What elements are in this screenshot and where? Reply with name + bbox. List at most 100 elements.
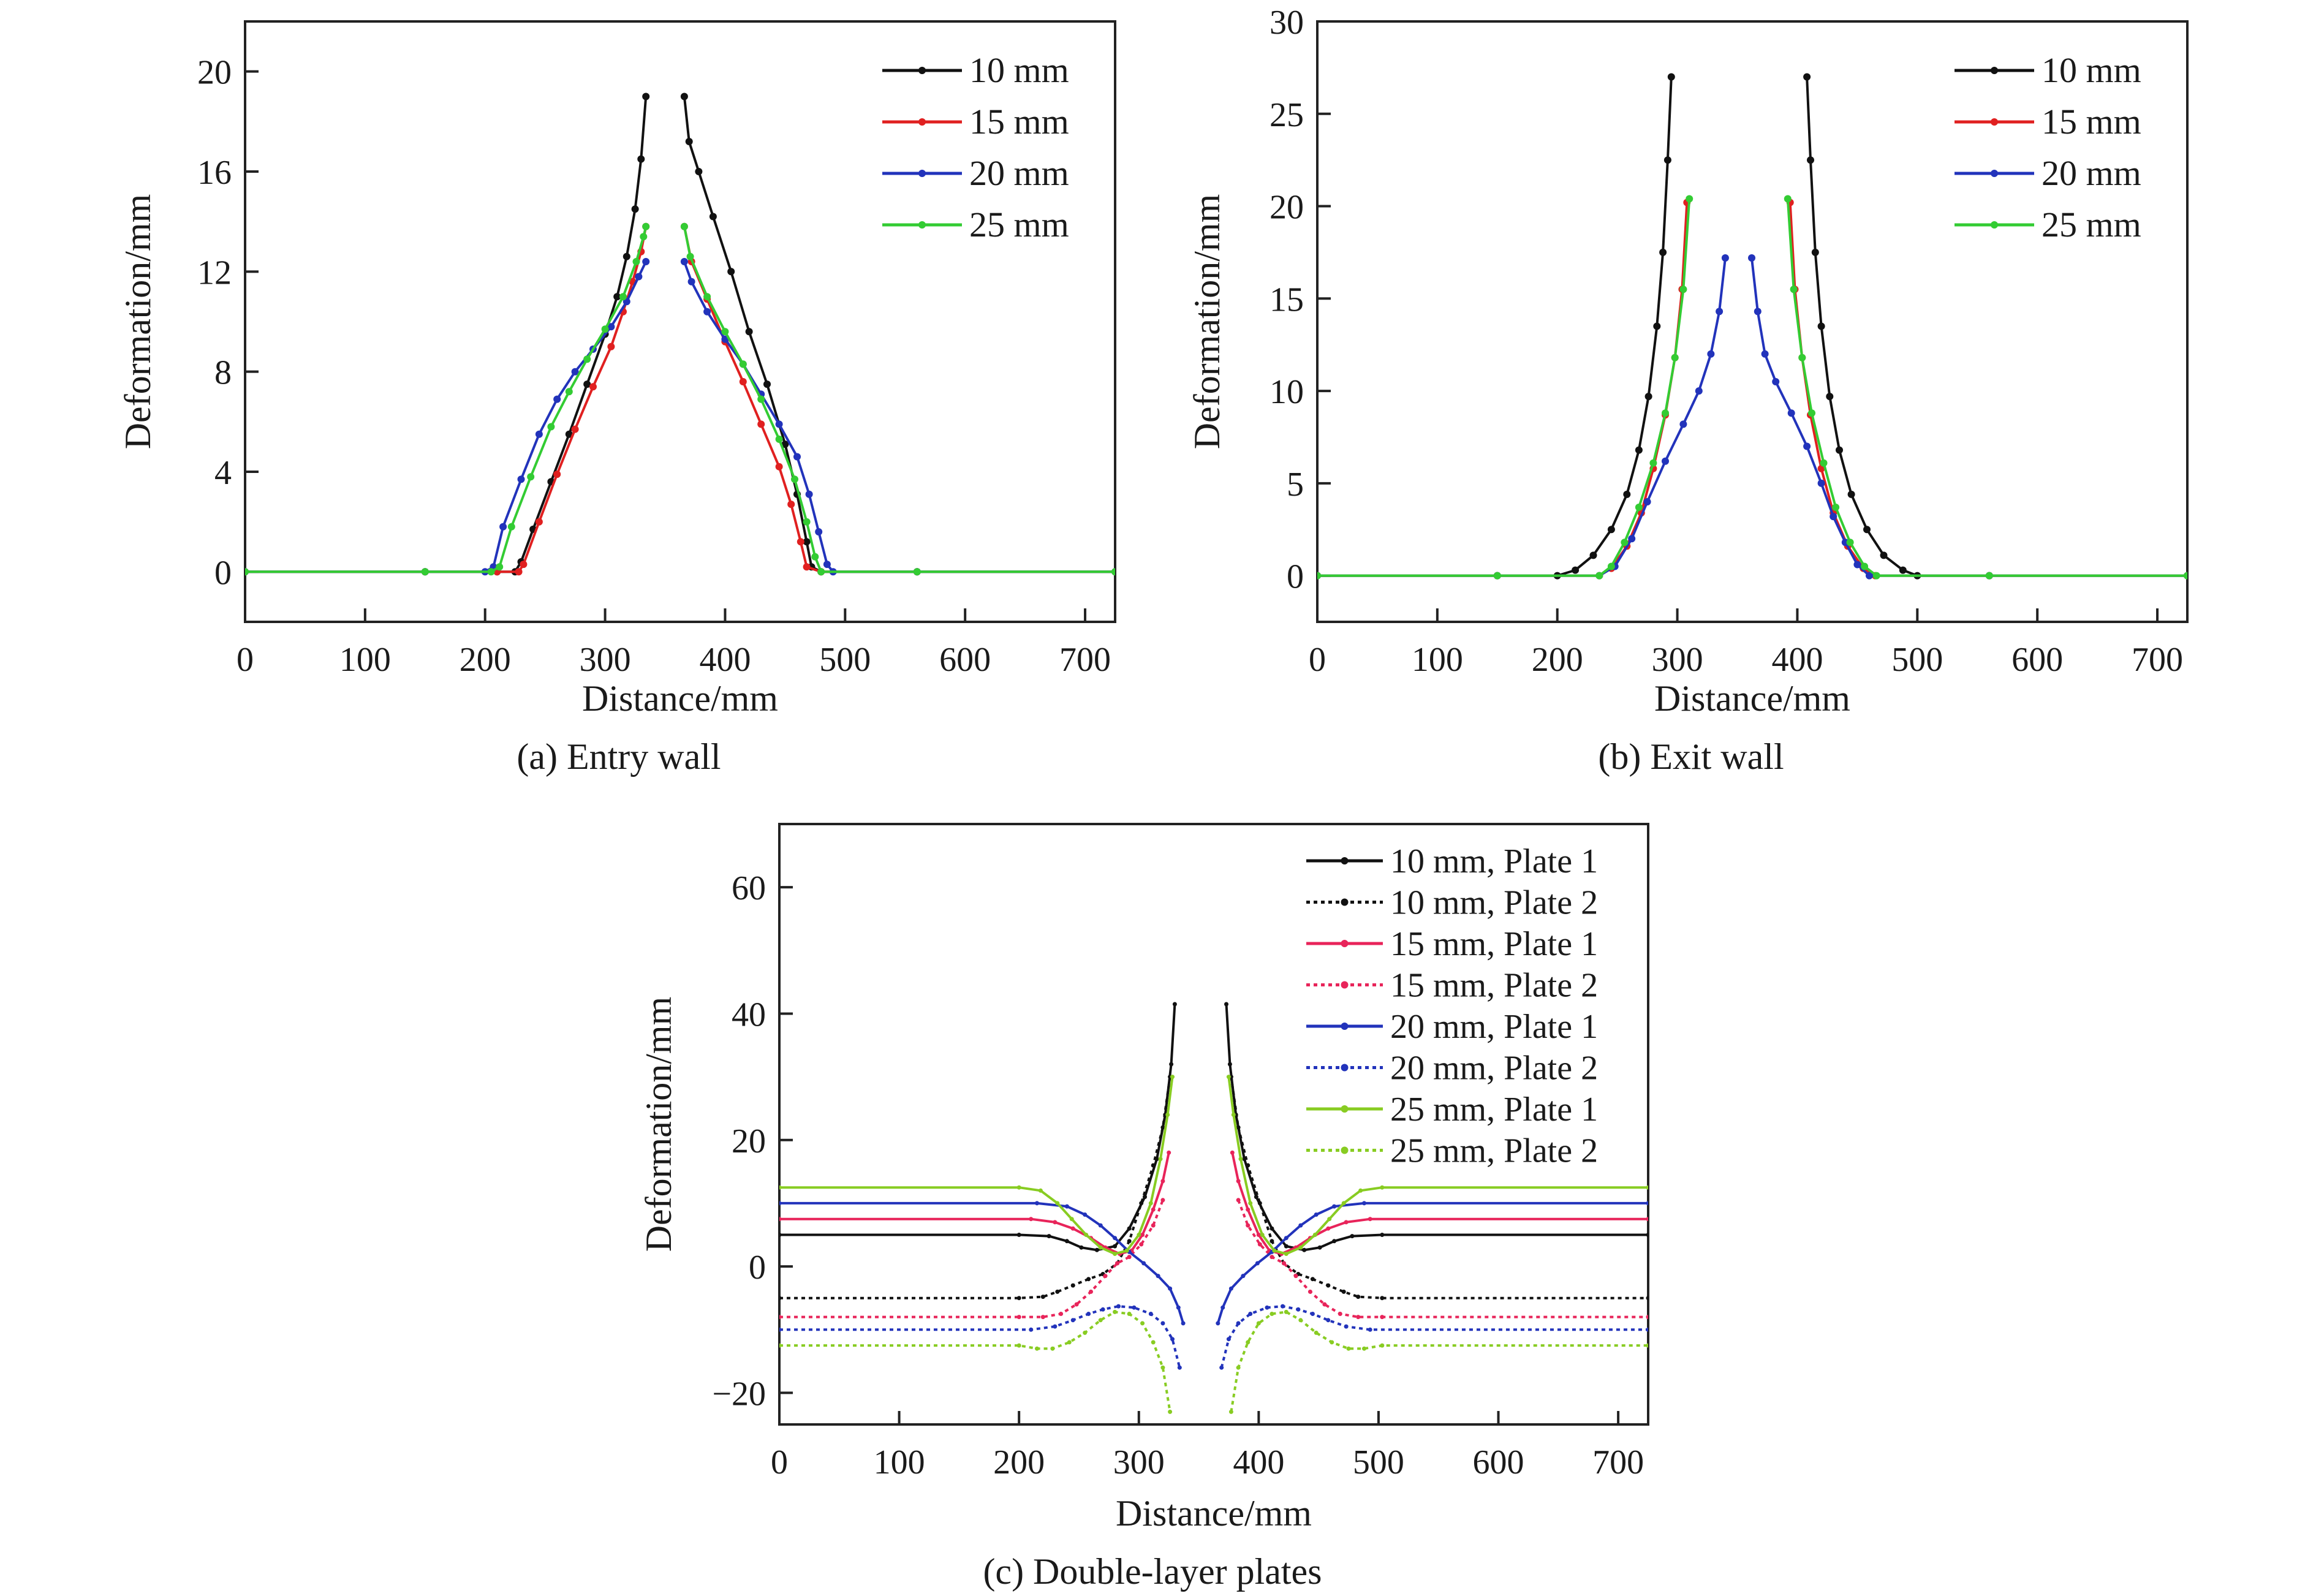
data-point — [1226, 1337, 1231, 1342]
data-point — [515, 568, 523, 576]
data-point — [1281, 1304, 1285, 1309]
data-point — [1803, 73, 1811, 81]
data-point — [1985, 572, 1993, 580]
data-point — [1659, 248, 1667, 256]
x-tick-label: 500 — [1353, 1443, 1404, 1481]
x-tick-label: 400 — [1771, 641, 1823, 679]
data-point — [1646, 1296, 1648, 1301]
data-point — [1358, 1188, 1363, 1193]
data-point — [1248, 1201, 1253, 1206]
series-line-left — [1317, 199, 1691, 577]
data-point — [1326, 1318, 1331, 1323]
data-point — [496, 563, 504, 571]
data-point — [787, 501, 795, 509]
data-point — [1113, 1244, 1118, 1249]
y-axis-title: Deformation/mm — [118, 194, 158, 450]
series-20-mm-plate-1 — [779, 1201, 1648, 1326]
data-point — [823, 561, 831, 569]
data-point — [1847, 490, 1855, 498]
data-point — [1338, 1312, 1342, 1316]
series-line-right — [1216, 1201, 1648, 1324]
data-point — [1067, 1340, 1072, 1345]
data-point — [507, 523, 515, 531]
data-point — [1330, 1340, 1334, 1345]
panel-caption: (a) Entry wall — [517, 736, 721, 777]
y-tick-label: 5 — [1287, 466, 1304, 504]
data-point — [1053, 1324, 1058, 1329]
data-point — [1644, 393, 1652, 401]
x-tick-label: 600 — [939, 641, 991, 679]
data-point — [1172, 1002, 1177, 1007]
data-point — [1089, 1289, 1093, 1294]
data-point — [571, 368, 579, 376]
data-point — [1284, 1252, 1289, 1256]
data-point — [1296, 1307, 1301, 1312]
data-point — [583, 380, 591, 388]
data-point — [1866, 572, 1873, 580]
data-point — [779, 1201, 782, 1206]
data-point — [1137, 1233, 1141, 1237]
plot-frame — [244, 20, 1116, 623]
x-tick-label: 500 — [819, 641, 871, 679]
data-point — [703, 308, 711, 316]
data-point — [1168, 1409, 1173, 1414]
data-point — [1151, 1340, 1156, 1345]
data-point — [1284, 1244, 1289, 1249]
data-point — [1314, 1212, 1319, 1217]
data-point — [553, 395, 561, 403]
series-line-left — [779, 1305, 1181, 1368]
data-point — [1853, 561, 1861, 569]
x-tick-label: 0 — [1309, 641, 1326, 679]
data-point — [520, 561, 528, 569]
data-point — [1293, 1274, 1298, 1279]
data-point — [739, 360, 747, 368]
y-tick-label: 0 — [1287, 558, 1304, 596]
data-point — [1148, 1201, 1153, 1206]
data-point — [1772, 378, 1780, 385]
data-point — [565, 430, 573, 438]
y-tick-label: 10 — [1270, 373, 1304, 411]
y-tick-label: 16 — [197, 154, 232, 192]
data-point — [1326, 1226, 1331, 1231]
data-point — [1070, 1226, 1075, 1231]
data-point — [553, 471, 561, 478]
data-point — [1832, 504, 1840, 511]
series-15-mm-plate-1 — [779, 1150, 1648, 1256]
data-point — [1055, 1201, 1060, 1206]
data-point — [695, 168, 703, 175]
series-20-mm — [245, 258, 1115, 576]
data-point — [1861, 562, 1869, 570]
data-point — [642, 93, 650, 100]
data-point — [1143, 1195, 1147, 1200]
data-point — [631, 205, 639, 213]
data-point — [1241, 1274, 1246, 1279]
data-point — [1113, 1309, 1118, 1314]
data-point — [1653, 322, 1661, 330]
legend-label: 20 mm, Plate 2 — [1390, 1050, 1598, 1087]
data-point — [623, 252, 630, 260]
data-point — [1344, 1220, 1349, 1225]
legend-marker — [1341, 1105, 1349, 1113]
data-point — [1607, 526, 1615, 534]
data-point — [779, 1327, 782, 1332]
data-point — [1016, 1315, 1021, 1320]
data-point — [517, 475, 525, 483]
series-line-left — [779, 1201, 1185, 1324]
data-point — [1643, 498, 1651, 505]
y-tick-label: 12 — [197, 254, 232, 292]
data-point — [1820, 459, 1828, 467]
data-point — [1246, 1207, 1251, 1212]
data-point — [1141, 1261, 1146, 1266]
data-point — [817, 568, 825, 576]
data-point — [779, 1233, 782, 1237]
legend-label: 15 mm, Plate 1 — [1390, 925, 1598, 963]
panel-c-double-layer-plates: 0 100 200 300 400 500 600 700−200204060Distance… — [638, 823, 1649, 1592]
data-point — [811, 553, 819, 561]
data-point — [1317, 572, 1321, 580]
legend-label: 10 mm — [2042, 50, 2141, 90]
data-point — [1803, 442, 1811, 450]
data-point — [1160, 1179, 1165, 1184]
y-tick-label: 20 — [197, 54, 232, 92]
series-line-left — [245, 261, 648, 573]
series-line-left — [1317, 202, 1689, 577]
